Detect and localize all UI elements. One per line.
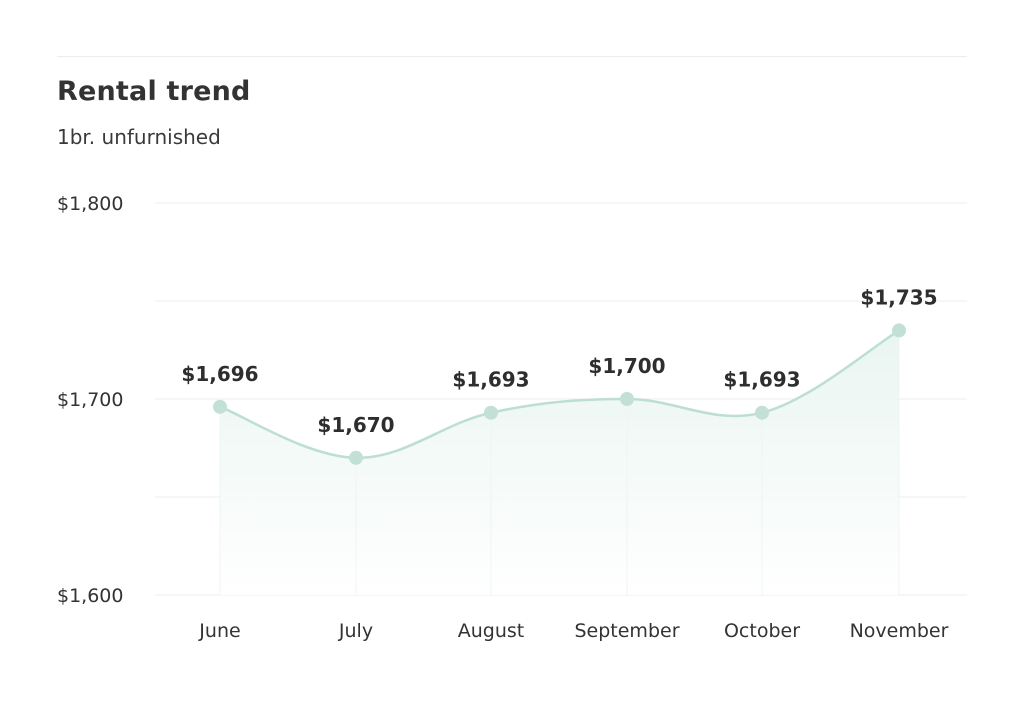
data-label: $1,735 xyxy=(860,285,937,309)
markers xyxy=(213,323,906,465)
series-line xyxy=(219,329,900,460)
vertical-guides xyxy=(219,330,900,595)
x-tick-label: November xyxy=(850,620,949,642)
x-tick-label: October xyxy=(724,620,800,642)
y-axis-ticks: $1,600 $1,700 $1,800 xyxy=(57,193,123,607)
series-area xyxy=(220,330,899,595)
y-tick-label: $1,700 xyxy=(57,389,123,411)
data-label: $1,693 xyxy=(723,368,800,392)
data-label: $1,693 xyxy=(452,368,529,392)
data-label: $1,700 xyxy=(588,354,665,378)
series-line-group xyxy=(219,329,900,460)
y-tick-label: $1,600 xyxy=(57,585,123,607)
data-label: $1,670 xyxy=(317,413,394,437)
chart-title: Rental trend xyxy=(57,76,251,107)
data-point xyxy=(484,405,498,420)
area-fill xyxy=(220,330,899,595)
top-divider xyxy=(57,56,967,57)
x-tick-label: August xyxy=(458,620,525,642)
x-tick-label: July xyxy=(338,620,373,642)
data-point xyxy=(213,399,227,414)
data-labels: $1,696 $1,670 $1,693 $1,700 $1,693 $1,735 xyxy=(181,285,937,436)
y-tick-label: $1,800 xyxy=(57,193,123,215)
data-point xyxy=(620,392,634,406)
data-point xyxy=(755,405,769,420)
x-tick-label: September xyxy=(574,620,679,642)
data-point xyxy=(349,450,363,465)
data-point xyxy=(892,323,906,338)
x-axis-ticks: June July August September October November xyxy=(198,620,948,642)
data-label: $1,696 xyxy=(181,362,258,386)
chart-subtitle: 1br. unfurnished xyxy=(57,125,221,149)
x-tick-label: June xyxy=(198,620,240,642)
